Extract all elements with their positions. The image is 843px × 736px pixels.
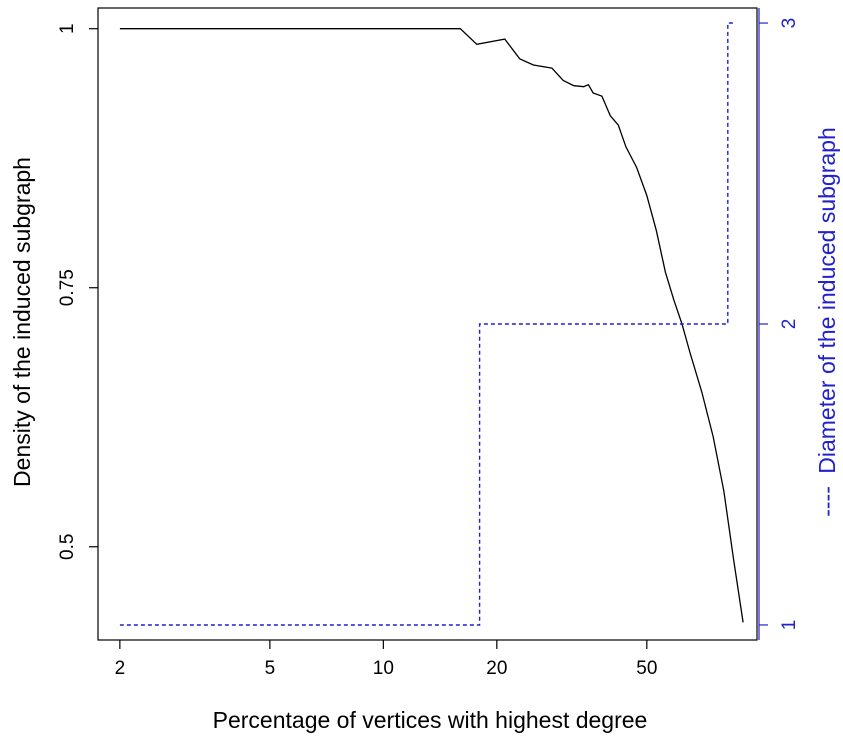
y2-axis-title-text: Diameter of the induced subgraph (814, 127, 840, 474)
y-tick-label: 1 (57, 23, 78, 34)
x-tick-label: 10 (373, 658, 394, 679)
plot-frame (97, 7, 758, 641)
y2-axis-title: ---- Diameter of the induced subgraph (814, 127, 840, 517)
x-tick-label: 20 (486, 658, 507, 679)
y2-axis-title-prefix: ---- (814, 486, 840, 517)
y-axis-title: Density of the induced subgraph (9, 157, 35, 487)
y2-tick-label: 3 (779, 18, 800, 29)
y-tick-label: 0.75 (57, 269, 78, 306)
x-tick-label: 50 (636, 658, 657, 679)
axes: 2 5 10 20 50 1 0.75 0.5 3 2 1 (57, 7, 800, 679)
series-layer (119, 22, 744, 626)
density-series-line (119, 28, 744, 623)
x-tick-label: 5 (265, 658, 276, 679)
x-tick-label: 2 (115, 658, 126, 679)
x-axis-title: Percentage of vertices with highest degr… (213, 707, 648, 733)
y-tick-label: 0.5 (57, 534, 78, 560)
y2-tick-label: 1 (779, 620, 800, 631)
diameter-series-line (119, 22, 736, 626)
y2-tick-label: 2 (779, 319, 800, 330)
